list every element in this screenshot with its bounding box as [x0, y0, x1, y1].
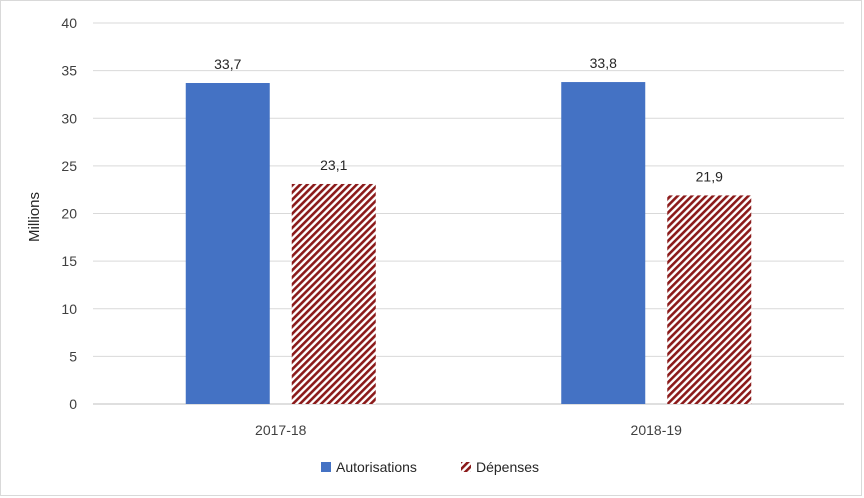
y-tick-label: 5 [69, 348, 77, 364]
y-tick-label: 10 [61, 301, 77, 317]
y-tick-label: 35 [61, 63, 77, 79]
legend-swatch [321, 462, 331, 472]
y-tick-label: 30 [61, 110, 77, 126]
bar-d-penses-2017-18 [291, 183, 376, 404]
bars [185, 82, 752, 405]
data-label: 21,9 [696, 168, 723, 184]
data-label: 33,7 [214, 56, 241, 72]
bar-autorisations-2017-18 [185, 83, 270, 404]
y-tick-label: 20 [61, 206, 77, 222]
data-label: 33,8 [590, 55, 617, 71]
x-tick-label: 2017-18 [255, 422, 307, 438]
y-tick-label: 25 [61, 158, 77, 174]
bar-d-penses-2018-19 [667, 195, 752, 404]
bar-autorisations-2018-19 [561, 82, 646, 405]
y-axis-title: Millions [26, 192, 43, 242]
data-labels: 33,7 23,1 33,8 21,9 [214, 55, 723, 184]
legend-label: Autorisations [336, 459, 417, 475]
legend-swatch [461, 462, 471, 472]
data-label: 23,1 [320, 157, 347, 173]
x-tick-label: 2018-19 [631, 422, 683, 438]
legend-label: Dépenses [476, 459, 539, 475]
legend: Autorisations Dépenses [321, 459, 539, 475]
y-tick-label: 40 [61, 15, 77, 31]
y-tick-label: 0 [69, 396, 77, 412]
y-tick-label: 15 [61, 253, 77, 269]
axes: 0 5 10 15 20 25 30 35 40 2017-18 2018-19 [61, 15, 682, 438]
